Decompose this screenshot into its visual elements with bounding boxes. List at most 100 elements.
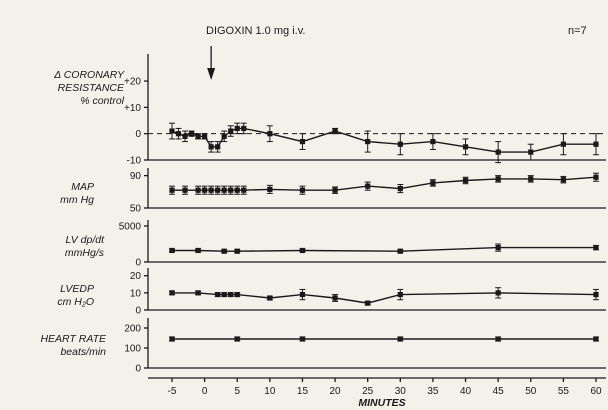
panel-0-label: RESISTANCE [58, 82, 125, 94]
panel-3-data-point [495, 290, 501, 296]
panel-1-data-point [267, 186, 273, 192]
panel-1-data-point [365, 183, 371, 189]
x-tick-label: 5 [234, 386, 240, 397]
panel-3-data-point [221, 291, 227, 298]
x-tick-label: 15 [297, 386, 309, 397]
panel-1-data-point [462, 177, 469, 184]
panel-0-data-point [528, 149, 534, 155]
panel-0-data-point [182, 133, 188, 139]
panel-4-y-tick-label: 200 [124, 324, 141, 335]
drug-annotation: DIGOXIN 1.0 mg i.v. [206, 25, 305, 37]
panel-4-label: HEART RATE [40, 333, 107, 345]
panel-4-data-point [299, 336, 306, 342]
panel-3-y-tick-label: 10 [130, 288, 142, 299]
panel-0-data-point [593, 141, 599, 147]
panel-3-label: cm H₂O [57, 296, 94, 308]
panel-2-data-point [221, 248, 227, 254]
panel-2-label: mmHg/s [65, 247, 105, 259]
panel-1-data-point [397, 185, 403, 192]
panel-1-data-point [241, 187, 247, 193]
panel-3-y-tick-label: 0 [135, 306, 141, 317]
panel-1-data-point [221, 187, 227, 193]
panel-2-data-point [593, 245, 599, 251]
x-tick-label: 0 [202, 386, 208, 397]
panel-1-data-point [234, 187, 240, 193]
panel-1-label: mm Hg [60, 194, 94, 206]
panel-0-data-point [221, 133, 227, 139]
panel-3-data-point [267, 295, 273, 301]
panel-2-y-tick-label: 5000 [119, 222, 142, 233]
x-tick-label: 25 [362, 386, 374, 397]
panel-4-data-point [234, 336, 240, 342]
panel-0-data-point [175, 131, 182, 137]
panel-4-data-point [397, 336, 403, 342]
panel-0-data-point [462, 144, 469, 150]
sample-size-label: n=7 [568, 25, 587, 37]
panel-1-y-tick-label: 50 [130, 204, 142, 215]
panel-0-data-point [228, 128, 234, 134]
panel-0-data-point [299, 138, 306, 145]
panel-0-y-tick-label: -10 [127, 156, 142, 167]
panel-2-series-line [172, 246, 596, 252]
panel-4-data-point [169, 336, 175, 342]
panel-2-data-point [195, 247, 201, 254]
panel-3-data-point [365, 300, 371, 306]
panel-1-data-point [169, 187, 175, 193]
panel-0-data-point [332, 128, 338, 134]
panel-1-data-point [430, 180, 436, 186]
panel-1-data-point [208, 187, 214, 193]
x-axis-title: MINUTES [358, 397, 405, 409]
panel-0-data-point [234, 125, 240, 132]
panel-3-data-point [332, 295, 338, 301]
panel-0-data-point [430, 138, 436, 145]
panel-0-data-point [208, 144, 214, 150]
panel-1-label: MAP [71, 181, 94, 193]
panel-1-data-point [560, 177, 566, 183]
panel-3-data-point [397, 291, 403, 298]
panel-0-y-tick-label: 0 [135, 129, 141, 140]
panel-0-data-point [195, 133, 201, 139]
panel-2-data-point [397, 248, 403, 254]
panel-4-label: beats/min [60, 346, 106, 358]
panel-3-data-point [215, 291, 221, 298]
panel-0-y-tick-label: +20 [124, 77, 141, 88]
panel-1-data-point [215, 187, 221, 193]
panel-3-data-point [195, 290, 201, 296]
x-tick-label: 35 [427, 386, 439, 397]
panel-1-data-point [299, 187, 306, 193]
panel-4-data-point [593, 336, 599, 342]
panel-4-y-tick-label: 0 [135, 364, 141, 375]
panel-0-data-point [397, 141, 403, 147]
panel-3-data-point [228, 291, 234, 298]
x-tick-label: 20 [330, 386, 342, 397]
x-tick-label: 40 [460, 386, 472, 397]
panel-4-y-tick-label: 100 [124, 344, 141, 355]
panel-1-data-point [195, 187, 201, 193]
panel-1-data-point [332, 187, 338, 193]
panel-1-data-point [593, 174, 599, 180]
x-tick-label: 60 [590, 386, 602, 397]
panel-0-data-point [202, 133, 208, 139]
panel-1-y-tick-label: 90 [130, 171, 142, 182]
panel-3-y-tick-label: 20 [130, 271, 142, 282]
panel-2-data-point [299, 247, 306, 254]
panel-0-label: Δ CORONARY [53, 69, 125, 81]
panel-3-data-point [234, 291, 240, 298]
panel-0-data-point [267, 131, 273, 137]
panel-3-data-point [593, 291, 599, 298]
panel-0-data-point [169, 128, 175, 134]
x-tick-label: -5 [168, 386, 177, 397]
panel-3-data-point [299, 291, 306, 298]
panel-2-data-point [169, 247, 175, 254]
panel-1-data-point [202, 187, 208, 193]
x-tick-label: 50 [525, 386, 537, 397]
panel-2-y-tick-label: 0 [135, 258, 141, 269]
panel-4-data-point [495, 336, 501, 342]
panel-1-data-point [528, 176, 534, 182]
x-tick-label: 30 [395, 386, 407, 397]
panel-0-data-point [241, 125, 247, 132]
panel-3-label: LVEDP [60, 283, 94, 295]
x-tick-label: 10 [264, 386, 276, 397]
panel-0-data-point [365, 138, 371, 145]
